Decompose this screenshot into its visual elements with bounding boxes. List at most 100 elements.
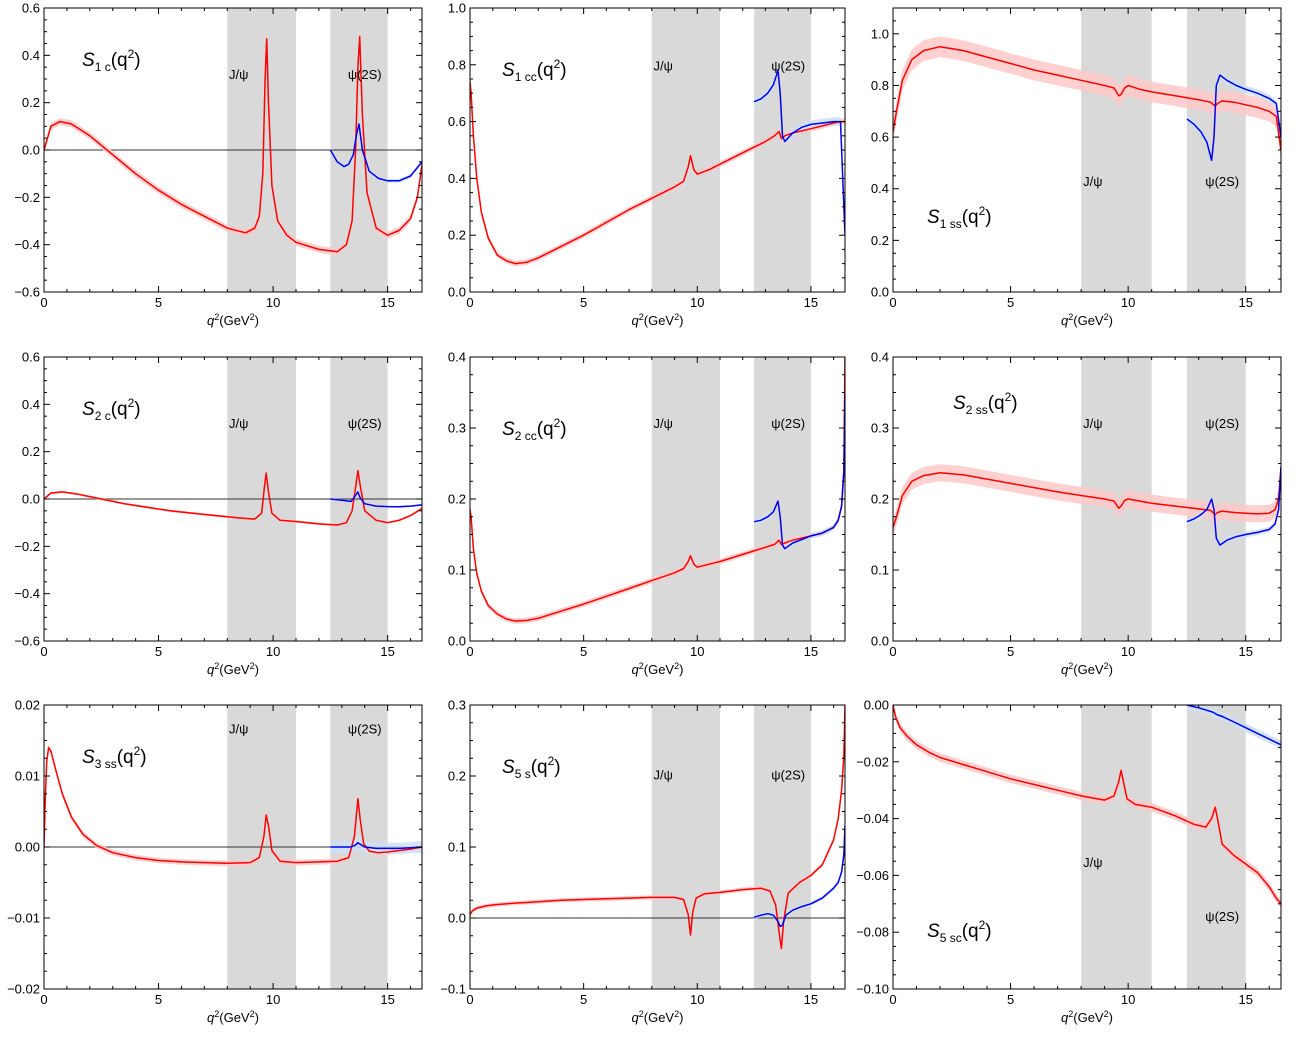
chart-panel-7: 0 5 10 15−0.02−0.010.000.010.02q2(GeV2)S3 s… [7, 698, 422, 1026]
y-tick-label: 0.3 [448, 421, 466, 436]
y-tick-label: 0.2 [22, 95, 40, 110]
x-axis-label: q2(GeV2) [632, 1009, 684, 1025]
y-tick-label: 0.6 [448, 114, 466, 129]
y-tick-label: 0.3 [448, 698, 466, 713]
x-tick-label: 5 [580, 992, 587, 1007]
y-tick-label: 0.6 [22, 350, 40, 365]
y-tick-label: −0.2 [14, 190, 40, 205]
psi2s-veto-band [754, 8, 811, 292]
x-tick-label: 15 [380, 295, 394, 310]
function-name-label: S1 cc(q2) [502, 57, 567, 84]
y-tick-label: 0.4 [22, 48, 40, 63]
x-tick-label: 5 [580, 644, 587, 659]
x-axis-label: q2(GeV2) [632, 661, 684, 677]
y-tick-label: 0.2 [448, 492, 466, 507]
y-tick-label: 0.0 [22, 492, 40, 507]
jpsi-veto-band [1081, 8, 1152, 292]
chart-panel-2: 0 5 10 15 0.0 0.2 0.4 0.6 0.8 1.0 q2(GeV2) S1 cc(q2… [448, 1, 845, 329]
y-tick-label: −0.4 [14, 237, 40, 252]
x-tick-label: 0 [40, 992, 47, 1007]
y-tick-label: 0.4 [448, 171, 466, 186]
x-tick-label: 5 [155, 992, 162, 1007]
x-tick-label: 5 [155, 295, 162, 310]
jpsi-annotation: J/ψ [653, 768, 672, 783]
y-tick-label: 0.0 [871, 285, 889, 300]
plot-area [44, 705, 422, 989]
plot-area [893, 8, 1281, 292]
y-tick-label: 0.6 [22, 1, 40, 16]
x-tick-label: 10 [266, 992, 280, 1007]
y-tick-label: 0.8 [871, 78, 889, 93]
x-tick-label: 10 [1121, 644, 1135, 659]
function-name-label: S1 c(q2) [82, 47, 141, 74]
jpsi-veto-band [652, 705, 720, 989]
y-tick-label: −0.6 [14, 634, 40, 649]
x-tick-label: 10 [690, 992, 704, 1007]
y-tick-label: 0.02 [15, 698, 40, 713]
psi2s-annotation: ψ(2S) [1205, 174, 1239, 189]
x-tick-label: 0 [466, 295, 473, 310]
jpsi-annotation: J/ψ [1083, 855, 1102, 870]
x-tick-label: 15 [804, 992, 818, 1007]
x-tick-label: 0 [40, 644, 47, 659]
chart-panel-6: 0 5 10 150.00.10.20.30.4q2(GeV2)S2 ss(q2)J/… [871, 350, 1281, 678]
x-tick-label: 15 [804, 295, 818, 310]
plot-area [893, 701, 1281, 989]
x-axis-label: q2(GeV2) [1061, 312, 1113, 328]
x-tick-label: 10 [1121, 295, 1135, 310]
function-name-label: S2 c(q2) [82, 396, 141, 423]
y-tick-label: 0.00 [864, 698, 889, 713]
x-tick-label: 5 [1007, 644, 1014, 659]
y-tick-label: 0.00 [15, 840, 40, 855]
y-tick-label: 1.0 [871, 26, 889, 41]
x-tick-label: 5 [1007, 992, 1014, 1007]
y-tick-label: −0.1 [440, 982, 466, 997]
function-name-label: S1 ss(q2) [927, 204, 992, 231]
y-tick-label: −0.04 [856, 811, 889, 826]
function-name-label: S5 s(q2) [502, 754, 561, 781]
psi2s-annotation: ψ(2S) [771, 416, 805, 431]
y-tick-label: 0.0 [871, 634, 889, 649]
y-tick-label: 0.8 [448, 57, 466, 72]
y-tick-label: 0.2 [871, 492, 889, 507]
y-tick-label: 0.0 [22, 143, 40, 158]
plot-area [893, 357, 1281, 641]
x-tick-label: 5 [580, 295, 587, 310]
function-name-label: S3 ss(q2) [82, 744, 147, 771]
x-axis-label: q2(GeV2) [1061, 661, 1113, 677]
jpsi-annotation: J/ψ [653, 58, 672, 73]
plot-area [44, 8, 422, 292]
y-tick-label: 0.1 [448, 840, 466, 855]
y-tick-label: 0.6 [871, 130, 889, 145]
chart-panel-1: 0 5 10 15 −0.6 −0.4 −0.2 0.0 0.2 0.4 0.6 q2(GeV2) S1… [14, 1, 422, 329]
y-tick-label: 0.01 [15, 769, 40, 784]
x-tick-label: 10 [266, 644, 280, 659]
chart-panel-8: 0 5 10 15−0.10.00.10.20.3q2(GeV2)S5 s(q2) J/… [440, 698, 845, 1026]
x-tick-label: 10 [690, 295, 704, 310]
psi2s-annotation: ψ(2S) [1205, 416, 1239, 431]
psi2s-annotation: ψ(2S) [771, 58, 805, 73]
y-tick-label: −0.02 [856, 754, 889, 769]
x-axis-label: q2(GeV2) [207, 661, 259, 677]
psi2s-annotation: ψ(2S) [1205, 909, 1239, 924]
y-tick-label: 0.2 [448, 228, 466, 243]
psi2s-annotation: ψ(2S) [771, 768, 805, 783]
y-tick-label: 0.3 [871, 421, 889, 436]
plot-area [470, 354, 845, 641]
x-axis-label: q2(GeV2) [1061, 1009, 1113, 1025]
x-tick-label: 15 [1238, 644, 1252, 659]
jpsi-annotation: J/ψ [229, 721, 248, 736]
x-tick-label: 5 [155, 644, 162, 659]
y-tick-label: 0.1 [871, 563, 889, 578]
x-tick-label: 10 [266, 295, 280, 310]
y-tick-label: 0.4 [448, 350, 466, 365]
y-tick-label: 0.0 [448, 285, 466, 300]
y-tick-label: −0.01 [7, 911, 40, 926]
x-tick-label: 0 [466, 992, 473, 1007]
x-tick-label: 0 [40, 295, 47, 310]
x-tick-label: 0 [889, 644, 896, 659]
y-tick-label: −0.02 [7, 982, 40, 997]
y-tick-label: −0.08 [856, 925, 889, 940]
y-tick-label: 0.4 [22, 397, 40, 412]
